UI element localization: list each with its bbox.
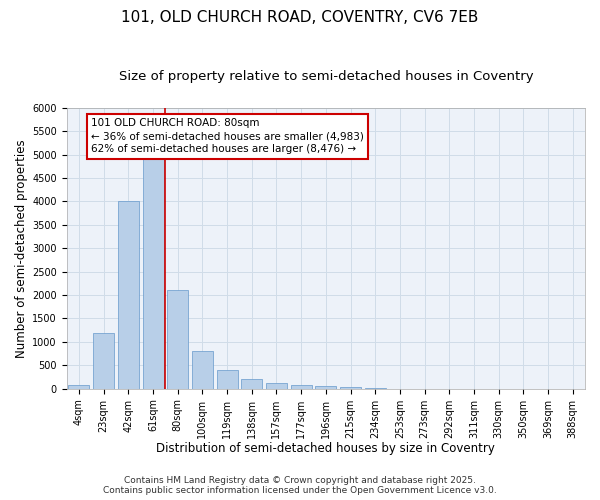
Bar — [93, 332, 114, 388]
Text: 101 OLD CHURCH ROAD: 80sqm
← 36% of semi-detached houses are smaller (4,983)
62%: 101 OLD CHURCH ROAD: 80sqm ← 36% of semi… — [91, 118, 364, 154]
Text: 101, OLD CHURCH ROAD, COVENTRY, CV6 7EB: 101, OLD CHURCH ROAD, COVENTRY, CV6 7EB — [121, 10, 479, 25]
Bar — [316, 386, 337, 388]
Text: Contains HM Land Registry data © Crown copyright and database right 2025.
Contai: Contains HM Land Registry data © Crown c… — [103, 476, 497, 495]
Title: Size of property relative to semi-detached houses in Coventry: Size of property relative to semi-detach… — [119, 70, 533, 83]
Bar — [266, 382, 287, 388]
X-axis label: Distribution of semi-detached houses by size in Coventry: Distribution of semi-detached houses by … — [157, 442, 495, 455]
Bar — [217, 370, 238, 388]
Bar — [68, 386, 89, 388]
Y-axis label: Number of semi-detached properties: Number of semi-detached properties — [15, 139, 28, 358]
Bar — [167, 290, 188, 388]
Bar — [143, 160, 164, 388]
Bar — [290, 385, 311, 388]
Bar — [192, 352, 213, 389]
Bar — [118, 202, 139, 388]
Bar — [241, 380, 262, 388]
